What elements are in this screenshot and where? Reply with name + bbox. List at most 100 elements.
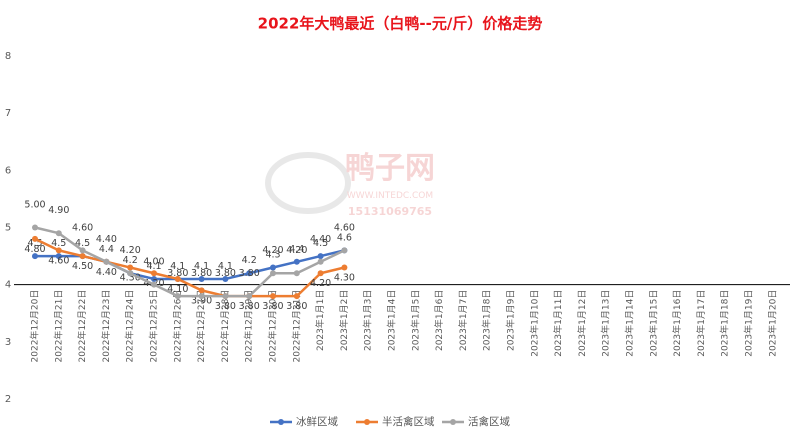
point [79, 253, 86, 260]
data-label: 3.80 [239, 268, 260, 279]
data-label: 4.60 [334, 222, 355, 233]
watermark-phone: 15131069765 [348, 205, 432, 218]
x-tick-label: 2023年1月12日 [576, 290, 588, 357]
point [198, 293, 205, 300]
watermark-name: 鸭子网 [345, 151, 435, 186]
point [198, 275, 205, 282]
x-tick-label: 2023年1月6日 [433, 290, 445, 351]
data-label: 4.1 [194, 261, 209, 272]
x-tick-label: 2022年12月22日 [76, 290, 88, 363]
y-tick-label: 4 [5, 280, 11, 291]
data-label: 4.5 [313, 238, 328, 249]
x-tick-label: 2022年12月21日 [52, 290, 64, 363]
point [317, 258, 324, 265]
watermark: 鸭子网 WWW.INTEDC.COM 15131069765 [265, 151, 435, 218]
data-label: 3.80 [239, 301, 260, 312]
data-label: 4.40 [96, 267, 117, 278]
data-label: 3.80 [191, 268, 212, 279]
data-label: 4.20 [286, 245, 307, 256]
x-tick-label: 2023年1月10日 [528, 290, 540, 357]
y-tick-label: 8 [5, 51, 11, 62]
x-tick-label: 2022年12月23日 [100, 290, 112, 363]
data-label: 3.80 [167, 268, 188, 279]
watermark-logo [265, 152, 351, 214]
data-label: 4.5 [75, 238, 90, 249]
x-tick-label: 2023年1月4日 [386, 290, 398, 351]
data-label: 3.80 [286, 301, 307, 312]
y-tick-label: 3 [5, 337, 11, 348]
point [55, 253, 62, 260]
x-tick-label: 2022年12月30日 [267, 290, 279, 363]
point [293, 258, 300, 265]
x-tick-label: 2023年1月18日 [719, 290, 731, 357]
point [246, 270, 253, 277]
data-label: 4.2 [242, 255, 257, 266]
x-tick-label: 2023年1月16日 [671, 290, 683, 357]
x-tick-label: 2023年1月5日 [409, 290, 421, 351]
y-tick-label: 5 [5, 223, 11, 234]
data-label: 4.30 [120, 273, 141, 284]
point [317, 253, 324, 260]
data-label: 4.4 [289, 244, 304, 255]
x-tick-label: 2022年12月27日 [195, 290, 207, 363]
point [55, 230, 62, 237]
data-label: 4.30 [334, 273, 355, 284]
x-tick-label: 2022年12月24日 [124, 290, 136, 363]
point [103, 258, 110, 265]
point [174, 275, 181, 282]
x-tick-label: 2023年1月17日 [695, 290, 707, 357]
data-label: 4.4 [99, 244, 114, 255]
data-label: 4.40 [96, 234, 117, 245]
point [127, 264, 134, 271]
point [270, 293, 276, 300]
x-tick-label: 2023年1月19日 [743, 290, 755, 357]
point [32, 235, 38, 242]
data-label: 4.80 [24, 244, 45, 255]
data-label: 5.00 [24, 200, 45, 211]
data-label: 4.1 [218, 261, 233, 272]
data-label: 4.20 [262, 245, 283, 256]
x-tick-label: 2022年12月25日 [148, 290, 160, 363]
data-label: 4.5 [51, 238, 66, 249]
data-label: 3.80 [215, 301, 236, 312]
data-label: 4.90 [48, 205, 69, 216]
data-label: 4.5 [27, 238, 42, 249]
point [270, 264, 276, 271]
x-tick-label: 2022年12月20日 [29, 290, 41, 363]
x-tick-label: 2023年1月9日 [505, 290, 517, 351]
data-label: 4.60 [48, 255, 69, 266]
y-tick-label: 7 [5, 108, 11, 119]
point [317, 270, 324, 277]
legend-label: 半活禽区域 [382, 415, 435, 428]
point [32, 224, 38, 231]
x-tick-label: 2023年1月13日 [600, 290, 612, 357]
x-tick-label: 2023年1月2日 [338, 290, 350, 351]
x-tick-label: 2023年1月15日 [647, 290, 659, 357]
data-label: 4.1 [170, 261, 185, 272]
point [151, 270, 157, 277]
point [198, 287, 205, 294]
legend-label: 活禽区域 [468, 415, 510, 428]
data-label: 4.1 [146, 261, 161, 272]
x-tick-label: 2023年1月8日 [481, 290, 493, 351]
point [341, 264, 348, 271]
data-label: 4.10 [167, 284, 188, 295]
point [293, 270, 300, 277]
point [270, 270, 276, 277]
legend-marker [450, 419, 456, 425]
x-tick-label: 2022年12月26日 [171, 290, 183, 363]
x-tick-label: 2023年1月3日 [362, 290, 374, 351]
point [246, 293, 253, 300]
data-label: 4.40 [310, 234, 331, 245]
x-tick-label: 2022年12月31日 [290, 290, 302, 363]
y-tick-label: 6 [5, 165, 11, 176]
data-label: 4.20 [120, 245, 141, 256]
legend-marker [278, 419, 284, 425]
data-label: 4.3 [265, 250, 280, 261]
point [222, 293, 229, 300]
x-tick-label: 2023年1月14日 [624, 290, 636, 357]
chart-title: 2022年大鸭最近（白鸭--元/斤）价格走势 [258, 15, 543, 33]
point [55, 247, 62, 254]
x-tick-label: 2022年12月28日 [219, 290, 231, 363]
